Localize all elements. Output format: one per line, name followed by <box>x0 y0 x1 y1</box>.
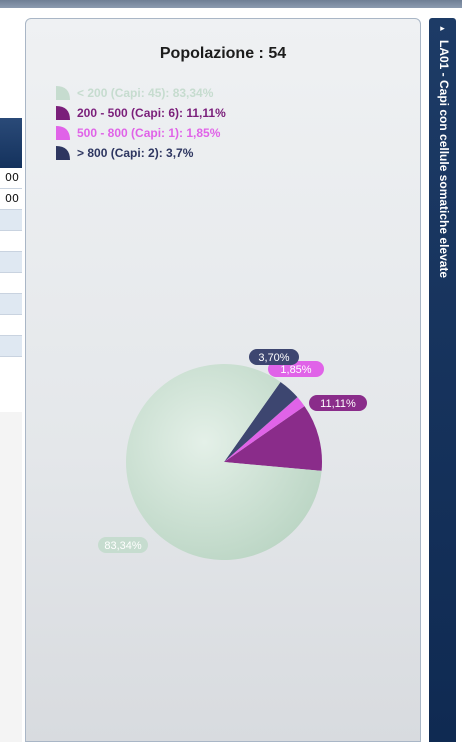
legend-swatch-icon <box>56 126 70 140</box>
data-label-text: 83,34% <box>104 540 142 552</box>
window-top-bar <box>0 0 462 8</box>
pie-chart: 83,34% 11,11% 1,85%3,70% <box>98 349 367 560</box>
legend-label: 200 - 500 (Capi: 6): 11,11% <box>77 106 226 120</box>
table-row[interactable]: 00 <box>0 168 22 189</box>
pie-slice[interactable] <box>224 397 305 462</box>
legend-item[interactable]: 200 - 500 (Capi: 6): 11,11% <box>56 103 226 123</box>
table-row[interactable] <box>0 294 22 315</box>
expand-arrow-icon[interactable]: ▸ <box>440 24 445 34</box>
legend-item[interactable]: < 200 (Capi: 45): 83,34% <box>56 83 226 103</box>
data-label-text: 3,70% <box>258 352 289 364</box>
data-label-text: 1,85% <box>280 364 311 376</box>
table-row[interactable]: 00 <box>0 189 22 210</box>
table-empty-area <box>0 412 22 742</box>
pie-slice[interactable] <box>224 381 298 462</box>
collapsed-side-tab[interactable]: ▸ LA01 - Capi con cellule somatiche elev… <box>429 18 456 742</box>
table-header <box>0 118 22 168</box>
data-label: 83,34% <box>98 537 148 553</box>
table-row[interactable] <box>0 315 22 336</box>
table-cell: 00 <box>5 171 19 184</box>
table-cell: 00 <box>5 192 19 205</box>
pie-slice[interactable] <box>224 406 323 471</box>
pie-slice[interactable] <box>125 364 322 560</box>
data-label: 11,11% <box>309 395 367 411</box>
table-row[interactable] <box>0 210 22 231</box>
chart-title: Popolazione : 54 <box>159 45 287 62</box>
left-data-table: 00 00 <box>0 118 22 357</box>
data-label: 3,70% <box>249 349 299 365</box>
table-row[interactable] <box>0 273 22 294</box>
legend-label: > 800 (Capi: 2): 3,7% <box>77 146 194 160</box>
legend-swatch-icon <box>56 106 70 120</box>
chart-panel: Popolazione : 54 < 200 (Capi: 45): 83,34… <box>25 18 421 742</box>
table-row[interactable] <box>0 231 22 252</box>
table-row[interactable] <box>0 336 22 357</box>
legend-label: < 200 (Capi: 45): 83,34% <box>77 86 214 100</box>
table-row[interactable] <box>0 252 22 273</box>
chart-legend: < 200 (Capi: 45): 83,34% 200 - 500 (Capi:… <box>56 83 226 163</box>
side-tab-label: LA01 - Capi con cellule somatiche elevat… <box>437 40 451 279</box>
legend-swatch-icon <box>56 146 70 160</box>
legend-item[interactable]: 500 - 800 (Capi: 1): 1,85% <box>56 123 226 143</box>
legend-swatch-icon <box>56 86 70 100</box>
data-label-text: 11,11% <box>320 398 356 410</box>
legend-item[interactable]: > 800 (Capi: 2): 3,7% <box>56 143 226 163</box>
legend-label: 500 - 800 (Capi: 1): 1,85% <box>77 126 221 140</box>
